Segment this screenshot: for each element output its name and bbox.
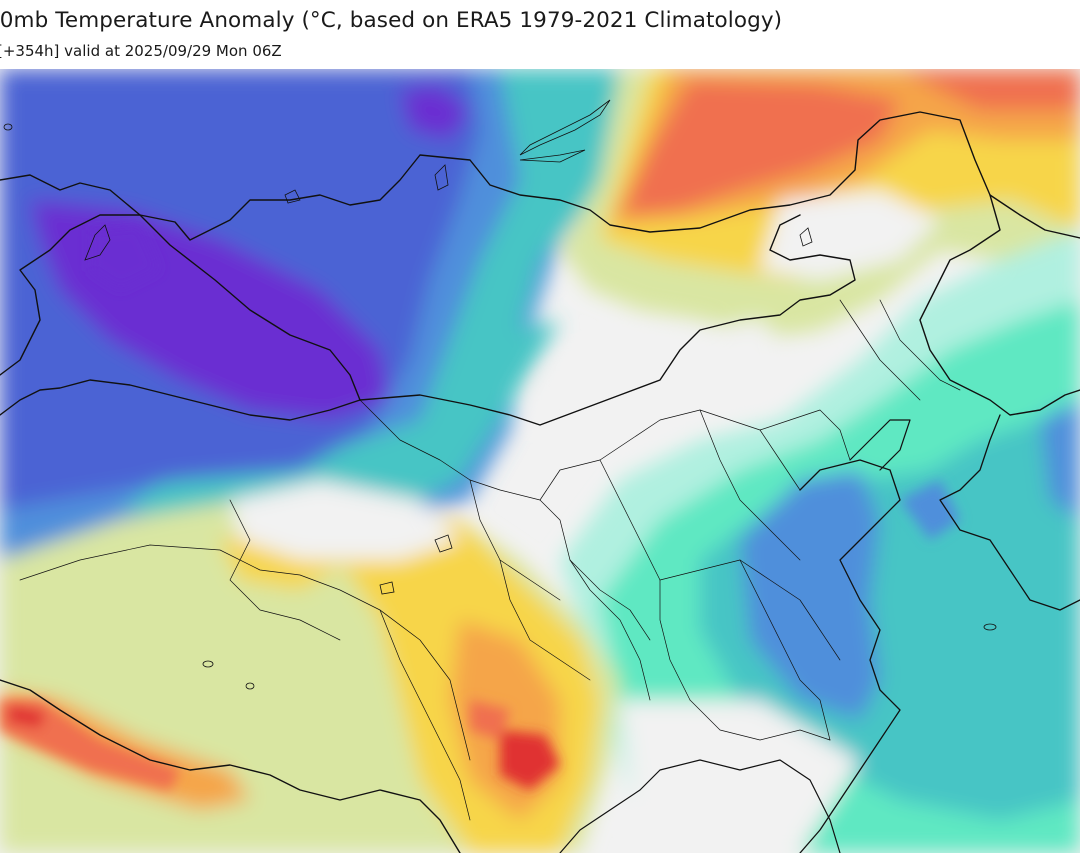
cool-anomaly-zone bbox=[900, 480, 960, 540]
hot-anomaly-zone bbox=[470, 700, 510, 740]
cool-anomaly-zone bbox=[1040, 400, 1080, 520]
neutral-anomaly-zone bbox=[230, 480, 460, 560]
neutral-anomaly-zone bbox=[540, 320, 800, 430]
lake-outlines bbox=[3, 99, 997, 690]
neutral-anomaly-zone bbox=[620, 700, 860, 853]
hot-anomaly-zone bbox=[620, 80, 900, 215]
hot-anomaly-zone bbox=[900, 70, 1080, 110]
strong-cold-anomaly-zone bbox=[400, 85, 470, 140]
country-and-province-borders bbox=[0, 111, 1080, 853]
anomaly-map bbox=[0, 69, 1080, 853]
cool-anomaly-zone bbox=[740, 470, 880, 720]
map-header: 50mb Temperature Anomaly (°C, based on E… bbox=[0, 0, 1080, 69]
map-valid-time: [+354h] valid at 2025/09/29 Mon 06Z bbox=[0, 42, 282, 60]
very-hot-anomaly-zone bbox=[8, 705, 45, 728]
cold-anomaly-zone bbox=[120, 69, 660, 520]
very-hot-anomaly-zone bbox=[500, 730, 560, 790]
anomaly-fill-layer bbox=[0, 69, 1080, 853]
hot-anomaly-zone bbox=[0, 700, 180, 790]
map-title: 50mb Temperature Anomaly (°C, based on E… bbox=[0, 8, 783, 33]
strong-cold-anomaly-zone bbox=[90, 225, 160, 290]
